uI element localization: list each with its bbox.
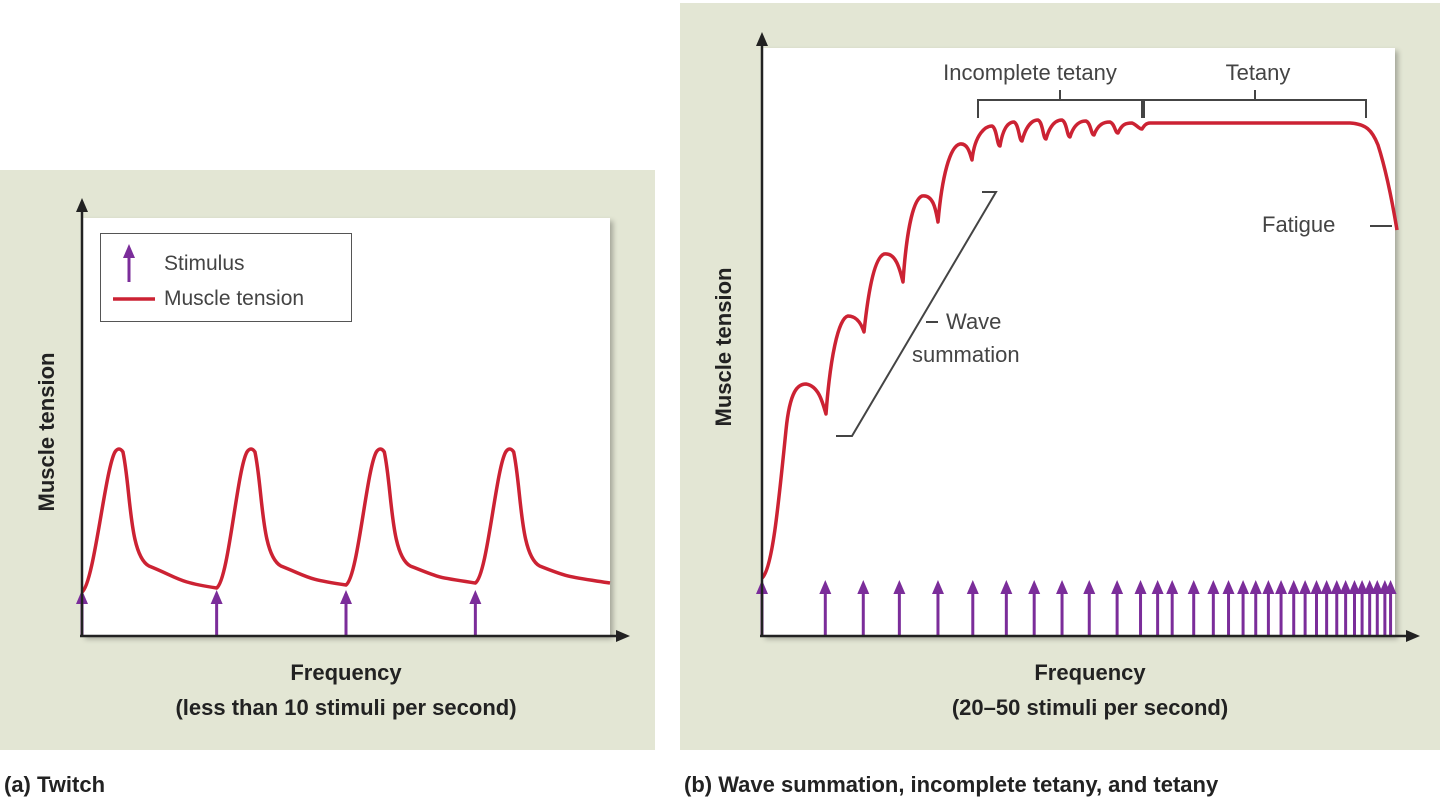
stimulus-arrow-b-7 [1000,580,1013,594]
incomplete-tetany-label: Incomplete tetany [943,60,1117,85]
stimulus-arrow-b-15 [1187,580,1200,594]
tension-curve-a [80,447,611,594]
stimulus-arrow-b-10 [1083,580,1096,594]
stimulus-arrow-b-25 [1320,580,1333,594]
stimulus-arrow-b-23 [1299,580,1312,594]
wave-summation-label-line2: summation [912,342,1020,367]
panel-b-xlabel-line1: Frequency [1034,660,1146,685]
y-axis-b-head [756,32,768,46]
stimulus-arrow-b-19 [1249,580,1262,594]
stimulus-arrow-b-26 [1330,580,1343,594]
panel-b-plot-area [762,48,1395,636]
stimulus-arrow-b-16 [1207,580,1220,594]
stimulus-arrow-a-3 [340,590,352,604]
fatigue-label: Fatigue [1262,212,1336,237]
stimulus-arrow-b-17 [1222,580,1235,594]
stimulus-arrow-b-33 [1384,580,1397,594]
incomplete-tetany-bracket [977,99,1143,118]
tetany-bracket [1143,99,1367,118]
panel-b-caption: (b) Wave summation, incomplete tetany, a… [684,772,1219,797]
stimulus-arrow-b-11 [1111,580,1124,594]
stimulus-arrow-a-2 [210,590,223,604]
stimulus-arrow-b-3 [857,580,870,594]
stimulus-arrow-b-30 [1363,580,1376,594]
tension-curve-b [760,118,1399,580]
stimulus-arrow-b-28 [1348,580,1361,594]
wave-summation-label-line1: Wave [946,309,1002,334]
y-axis-a-head [76,198,88,212]
legend-stimulus-glyph [123,244,135,258]
stimulus-arrow-b-18 [1237,580,1250,594]
panel-a-xlabel-line1: Frequency [290,660,402,685]
x-axis-a-head [616,630,630,642]
stimulus-arrow-b-12 [1134,580,1147,594]
legend-stimulus-label: Stimulus [164,252,245,275]
stimulus-arrow-a-4 [469,590,482,604]
stimulus-arrow-b-8 [1028,580,1041,594]
panel-a-caption: (a) Twitch [4,772,106,797]
wave-summation-bracket [836,191,998,437]
x-axis-b-head [1406,630,1420,642]
stimulus-arrow-b-20 [1262,580,1275,594]
stimulus-arrow-b-2 [819,580,832,594]
stimulus-arrow-b-29 [1356,580,1369,594]
legend [100,233,352,322]
stimulus-arrow-b-31 [1371,580,1384,594]
panel-a-ylabel: Muscle tension [34,352,59,512]
panel-b-xlabel-line2: (20–50 stimuli per second) [951,695,1229,720]
legend-tension-label: Muscle tension [164,287,305,310]
stimulus-arrow-b-9 [1056,580,1069,594]
stimulus-arrow-b-5 [931,580,944,594]
panel-b-ylabel: Muscle tension [711,267,736,427]
stimulus-arrow-b-4 [893,580,906,594]
stimulus-arrow-b-21 [1275,580,1288,594]
stimulus-arrow-b-13 [1151,580,1164,594]
stimulus-arrow-b-27 [1339,580,1352,594]
panel-a-xlabel-line2: (less than 10 stimuli per second) [175,695,517,720]
stimulus-arrow-b-22 [1287,580,1300,594]
stimulus-arrow-b-14 [1166,580,1179,594]
tetany-label: Tetany [1225,60,1291,85]
stimulus-arrow-b-6 [966,580,979,594]
stimulus-arrow-b-24 [1310,580,1323,594]
